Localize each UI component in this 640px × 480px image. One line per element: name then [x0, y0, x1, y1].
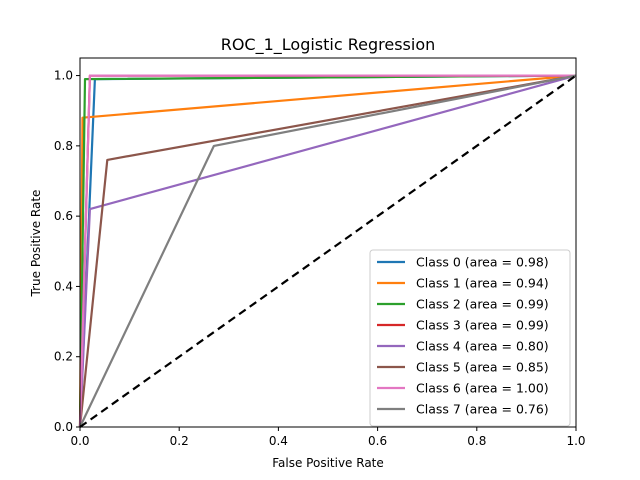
- y-tick-label: 0.2: [54, 350, 73, 364]
- roc-line-class-2: [78, 74, 577, 428]
- roc-line-class-4: [78, 74, 577, 428]
- roc-line-class-6: [78, 74, 576, 428]
- legend-label-class-0: Class 0 (area = 0.98): [416, 255, 549, 270]
- legend-label-class-5: Class 5 (area = 0.85): [416, 360, 549, 375]
- x-tick-label: 0.8: [467, 434, 486, 448]
- legend-box: [369, 249, 571, 427]
- chart-title: ROC_1_Logistic Regression: [221, 35, 436, 55]
- x-tick-label: 1.0: [566, 434, 585, 448]
- legend: Class 0 (area = 0.98) Class 1 (area = 0.9…: [369, 249, 571, 427]
- x-tick-label: 0.0: [70, 434, 89, 448]
- y-tick-label: 1.0: [54, 69, 73, 83]
- legend-label-class-3: Class 3 (area = 0.99): [416, 318, 549, 333]
- legend-label-class-4: Class 4 (area = 0.80): [416, 339, 549, 354]
- plot-area: 0.0 0.2 0.4 0.6 0.8 1.0 0.0 0.2 0.4 0.6 0.8 1.0: [54, 57, 586, 448]
- y-tick-label: 0.6: [54, 209, 73, 223]
- legend-label-class-7: Class 7 (area = 0.76): [416, 402, 549, 417]
- y-tick-label: 0.4: [54, 279, 73, 293]
- chance-diagonal-line: [79, 74, 577, 428]
- roc-line-class-5: [78, 74, 577, 428]
- x-tick-label: 0.6: [368, 434, 387, 448]
- x-tick-label: 0.2: [170, 434, 189, 448]
- x-tick-label: 0.4: [269, 434, 288, 448]
- legend-label-class-6: Class 6 (area = 1.00): [416, 381, 549, 396]
- plot-frame: [79, 57, 577, 428]
- legend-label-class-1: Class 1 (area = 0.94): [416, 276, 549, 291]
- legend-label-class-2: Class 2 (area = 0.99): [416, 297, 549, 312]
- roc-line-class-7: [79, 74, 577, 428]
- y-tick-label: 0.0: [54, 420, 73, 434]
- x-axis-label: False Positive Rate: [272, 456, 384, 470]
- y-tick-label: 0.8: [54, 139, 73, 153]
- y-axis-label: True Positive Rate: [29, 190, 43, 298]
